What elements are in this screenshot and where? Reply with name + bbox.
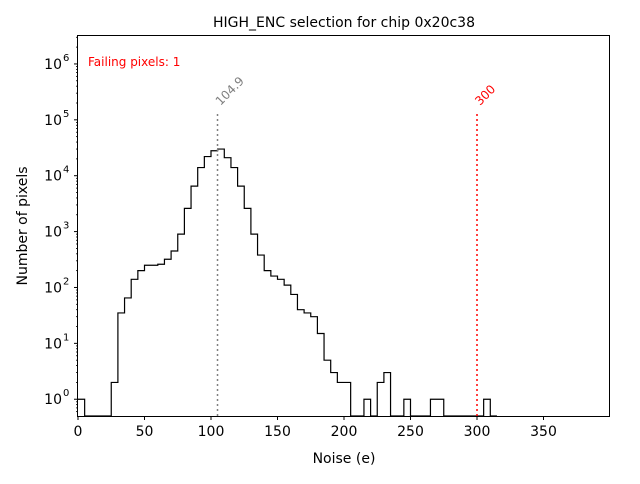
y-tick-label-exponent: 3 xyxy=(63,221,69,232)
x-axis-label: Noise (e) xyxy=(313,451,376,467)
failing-pixels-annotation: Failing pixels: 1 xyxy=(88,55,180,69)
x-tick-label: 50 xyxy=(136,424,154,440)
x-tick-label: 250 xyxy=(397,424,424,440)
y-tick-label-exponent: 4 xyxy=(63,165,69,176)
y-tick-label-exponent: 5 xyxy=(63,109,69,120)
y-tick-label: 10 xyxy=(44,57,62,73)
y-tick-label-exponent: 1 xyxy=(63,332,69,343)
x-tick-label: 150 xyxy=(264,424,291,440)
x-tick-label: 200 xyxy=(331,424,358,440)
chart-title: HIGH_ENC selection for chip 0x20c38 xyxy=(213,15,475,31)
y-tick-label: 10 xyxy=(44,169,62,185)
y-tick-label: 10 xyxy=(44,280,62,296)
y-tick-label-exponent: 0 xyxy=(63,388,69,399)
x-tick-label: 0 xyxy=(74,424,83,440)
y-tick-label-exponent: 6 xyxy=(63,53,69,64)
x-axis-ticks: 0 50 100 150 200 250 300 350 xyxy=(74,416,557,440)
y-tick-label: 10 xyxy=(44,225,62,241)
x-tick-label: 350 xyxy=(530,424,557,440)
y-tick-label: 10 xyxy=(44,113,62,129)
x-tick-label: 300 xyxy=(464,424,491,440)
y-tick-label-exponent: 2 xyxy=(63,276,69,287)
histogram-step-line xyxy=(78,148,497,417)
x-tick-label: 100 xyxy=(198,424,225,440)
y-tick-label: 10 xyxy=(44,392,62,408)
y-axis-label: Number of pixels xyxy=(15,166,31,285)
y-tick-label: 10 xyxy=(44,336,62,352)
